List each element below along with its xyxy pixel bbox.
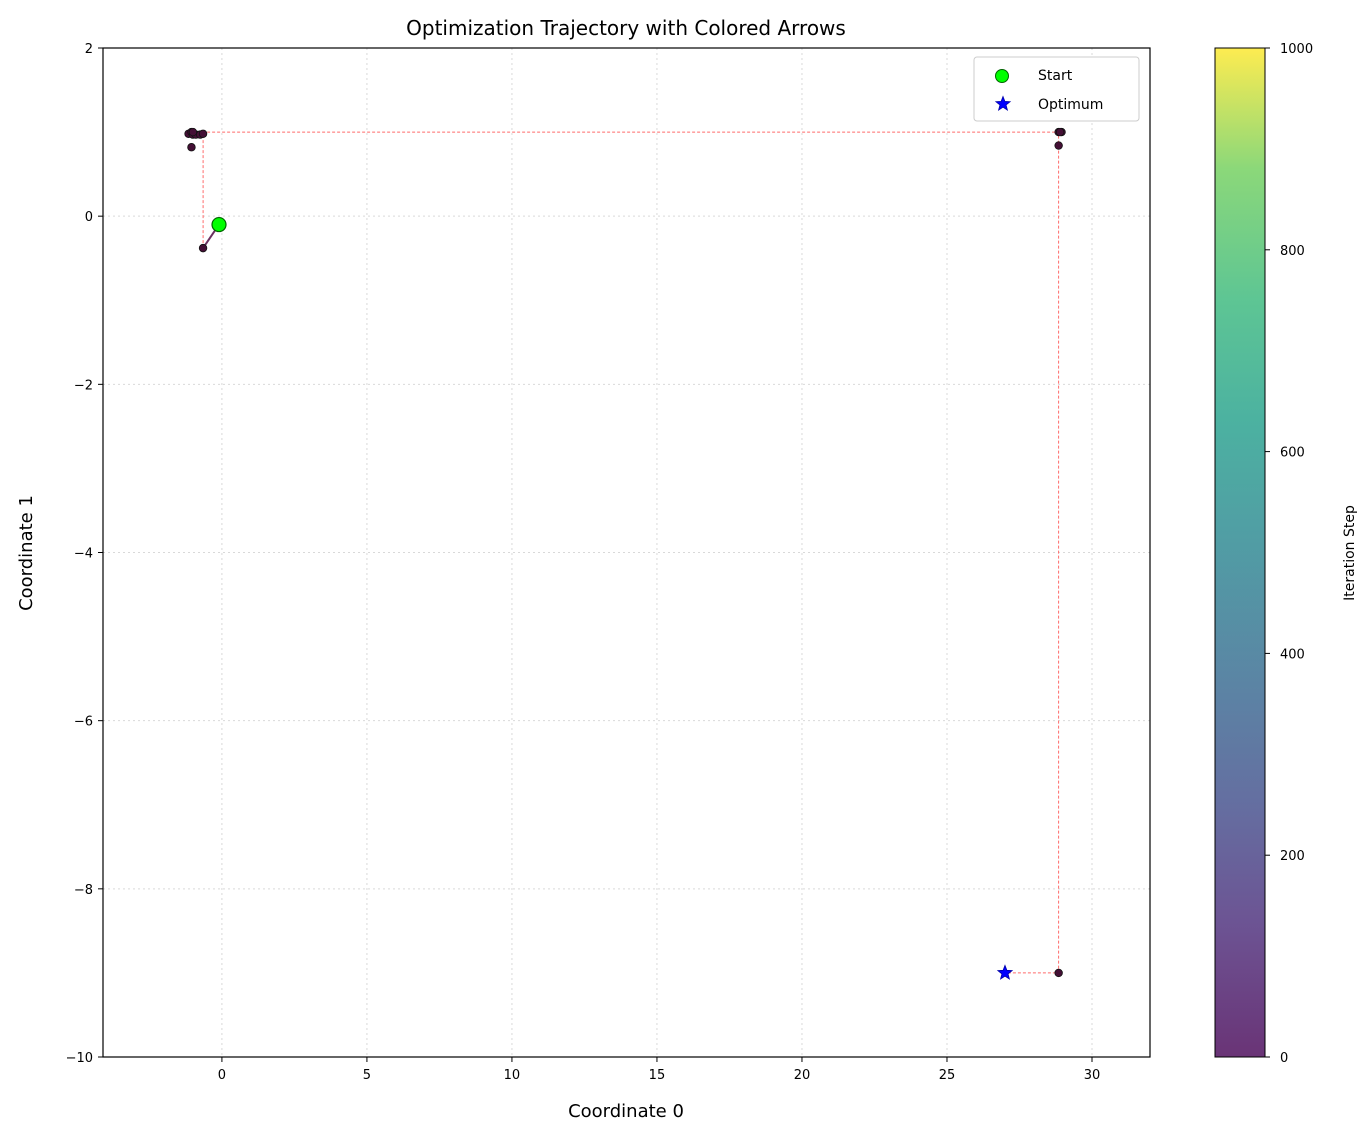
x-tick-label: 30 xyxy=(1084,1068,1101,1083)
plot-frame xyxy=(102,47,1151,1058)
x-tick-label: 20 xyxy=(794,1068,811,1083)
iterate-point xyxy=(198,243,208,253)
y-tick-label: −8 xyxy=(74,883,93,898)
x-tick-label: 15 xyxy=(649,1068,666,1083)
y-tick-label: −10 xyxy=(66,1051,93,1066)
x-tick-label: 5 xyxy=(363,1068,371,1083)
colorbar-label: Iteration Step xyxy=(1342,505,1358,601)
iterate-point xyxy=(1055,127,1065,137)
trajectory-dashed-path xyxy=(202,131,1060,974)
iterate-point xyxy=(187,143,196,152)
colorbar-tick-label: 800 xyxy=(1280,244,1305,259)
colorbar-tick-label: 600 xyxy=(1280,446,1305,461)
colorbar-ticks: 0 200 400 600 800 1000 xyxy=(1265,42,1313,1066)
x-tick-label: 10 xyxy=(504,1068,521,1083)
y-axis-ticks: −10 −8 −6 −4 −2 0 2 xyxy=(66,42,103,1066)
y-tick-label: −6 xyxy=(74,715,93,730)
x-axis-label: Coordinate 0 xyxy=(568,1101,684,1122)
legend-start-label: Start xyxy=(1038,68,1073,84)
legend-optimum-label: Optimum xyxy=(1038,97,1103,113)
y-axis-label: Coordinate 1 xyxy=(16,495,37,611)
x-axis-ticks: 0 5 10 15 20 25 30 xyxy=(218,1057,1100,1083)
trajectory-series xyxy=(184,127,1066,980)
optimum-marker xyxy=(996,964,1014,980)
start-marker xyxy=(211,216,227,233)
legend: Start Optimum xyxy=(973,56,1140,122)
chart-title: Optimization Trajectory with Colored Arr… xyxy=(406,16,846,40)
y-tick-label: −4 xyxy=(74,547,93,562)
colorbar-tick-label: 1000 xyxy=(1280,42,1313,57)
iterate-point xyxy=(198,129,208,138)
y-tick-label: −2 xyxy=(74,378,93,393)
colorbar-tick-label: 0 xyxy=(1280,1051,1288,1066)
iterate-point xyxy=(1054,968,1063,978)
iterate-point xyxy=(1054,141,1063,150)
iterate-point xyxy=(188,127,198,137)
legend-optimum-marker xyxy=(994,95,1012,111)
x-tick-label: 0 xyxy=(218,1068,226,1083)
y-tick-label: 0 xyxy=(85,210,93,225)
grid-lines xyxy=(103,47,1150,1058)
colorbar-gradient xyxy=(1214,47,1266,1058)
x-tick-label: 25 xyxy=(939,1068,956,1083)
colorbar-tick-label: 400 xyxy=(1280,647,1305,662)
y-tick-label: 2 xyxy=(85,42,93,57)
legend-box xyxy=(973,56,1140,122)
colorbar: 0 200 400 600 800 1000 Iteration Step xyxy=(1214,42,1358,1066)
legend-start-marker xyxy=(995,69,1009,83)
colorbar-tick-label: 200 xyxy=(1280,849,1305,864)
